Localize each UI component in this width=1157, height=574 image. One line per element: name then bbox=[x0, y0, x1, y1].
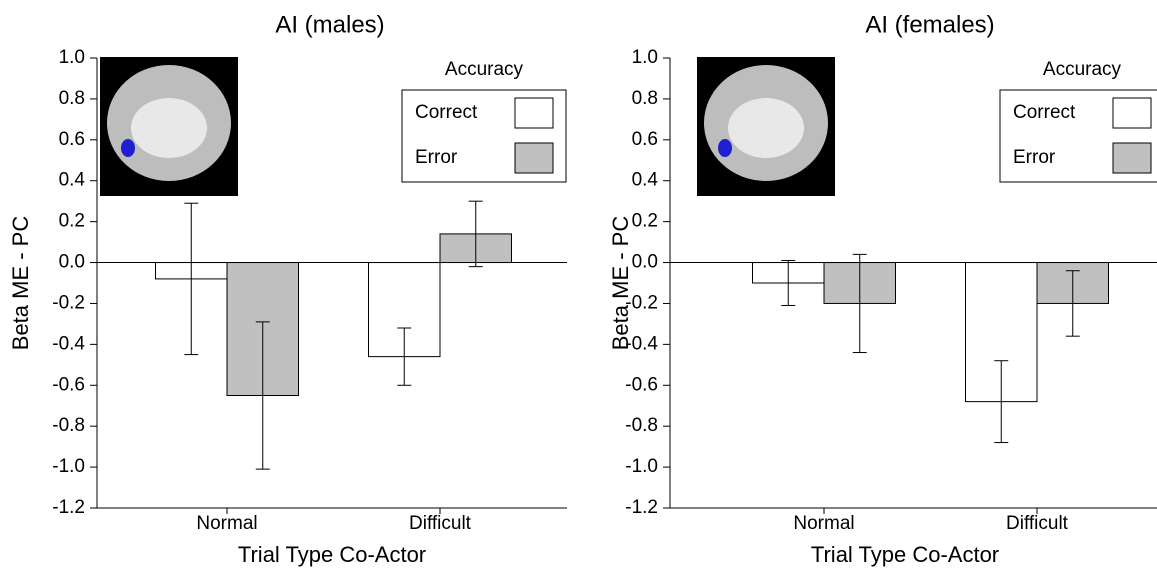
legend-swatch bbox=[1113, 98, 1151, 128]
page: AI (males) Trial Type Co-Actor Beta ME - P… bbox=[0, 0, 1157, 574]
x-tick-label: Normal bbox=[196, 513, 257, 534]
legend-label: Error bbox=[415, 147, 458, 168]
y-axis-label: Beta ME - PC bbox=[8, 216, 33, 351]
y-tick-label: -0.8 bbox=[52, 415, 85, 436]
brain-inner bbox=[131, 98, 207, 158]
legend-swatch bbox=[1113, 143, 1151, 173]
legend-title: Accuracy bbox=[445, 59, 524, 80]
y-tick-label: -0.4 bbox=[625, 333, 658, 354]
y-tick-label: 0.8 bbox=[632, 88, 658, 109]
chart-title: AI (females) bbox=[865, 11, 994, 38]
x-axis-label: Trial Type Co-Actor bbox=[238, 542, 426, 567]
x-tick-label: Normal bbox=[793, 513, 854, 534]
brain-inner bbox=[728, 98, 804, 158]
y-tick-label: -1.2 bbox=[625, 497, 658, 518]
legend-swatch bbox=[515, 98, 553, 128]
y-tick-label: -1.2 bbox=[52, 497, 85, 518]
y-tick-label: -0.2 bbox=[52, 292, 85, 313]
figure: AI (males) Trial Type Co-Actor Beta ME - P… bbox=[0, 0, 1157, 574]
legend-swatch bbox=[515, 143, 553, 173]
legend-label: Error bbox=[1013, 147, 1056, 168]
y-tick-label: 0.6 bbox=[59, 129, 85, 150]
x-tick-label: Difficult bbox=[409, 513, 472, 534]
legend-title: Accuracy bbox=[1043, 59, 1122, 80]
y-tick-label: 0.8 bbox=[59, 88, 85, 109]
y-tick-label: 0.0 bbox=[59, 252, 85, 273]
y-tick-label: -0.2 bbox=[625, 292, 658, 313]
y-tick-label: 0.0 bbox=[632, 252, 658, 273]
roi-highlight bbox=[718, 139, 732, 157]
legend-label: Correct bbox=[415, 102, 478, 123]
y-tick-label: 0.2 bbox=[632, 211, 658, 232]
y-tick-label: -1.0 bbox=[625, 456, 658, 477]
x-tick-label: Difficult bbox=[1006, 513, 1069, 534]
chart-title: AI (males) bbox=[275, 11, 384, 38]
y-tick-label: 1.0 bbox=[59, 47, 85, 68]
y-tick-label: -1.0 bbox=[52, 456, 85, 477]
y-tick-label: 0.4 bbox=[59, 170, 86, 191]
y-tick-label: 1.0 bbox=[632, 47, 658, 68]
y-tick-label: 0.2 bbox=[59, 211, 85, 232]
y-tick-label: 0.4 bbox=[632, 170, 659, 191]
y-tick-label: -0.6 bbox=[625, 374, 658, 395]
x-axis-label: Trial Type Co-Actor bbox=[811, 542, 999, 567]
legend-label: Correct bbox=[1013, 102, 1076, 123]
y-tick-label: -0.4 bbox=[52, 333, 85, 354]
roi-highlight bbox=[121, 139, 135, 157]
y-tick-label: 0.6 bbox=[632, 129, 658, 150]
y-axis-label: Beta ME - PC bbox=[608, 216, 633, 351]
y-tick-label: -0.8 bbox=[625, 415, 658, 436]
y-tick-label: -0.6 bbox=[52, 374, 85, 395]
